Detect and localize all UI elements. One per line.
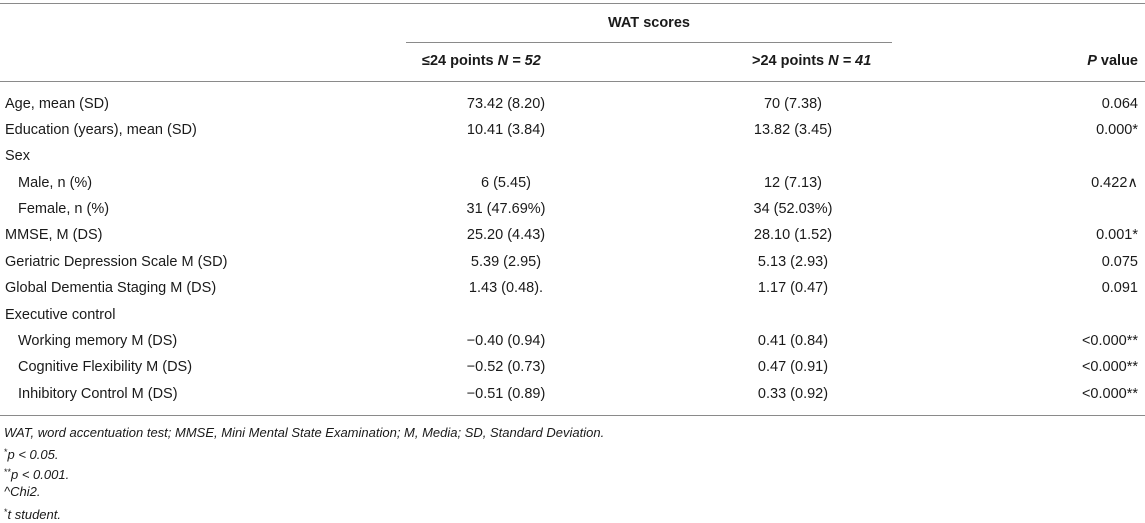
row-value-high-wat: 5.13 (2.93) xyxy=(757,254,829,270)
row-value-low-wat: 10.41 (3.84) xyxy=(466,122,546,138)
row-value-high-wat: 28.10 (1.52) xyxy=(753,227,833,243)
column-header-p-rest: value xyxy=(1096,53,1138,69)
footnote-abbreviations: WAT, word accentuation test; MMSE, Mini … xyxy=(4,425,605,440)
header-bottom-rule xyxy=(0,81,1145,82)
row-p-value: 0.075 xyxy=(1101,254,1138,270)
row-value-low-wat: −0.51 (0.89) xyxy=(466,386,546,402)
row-label: Cognitive Flexibility M (DS) xyxy=(18,359,193,375)
row-value-high-wat: 13.82 (3.45) xyxy=(753,122,833,138)
row-value-low-wat: −0.40 (0.94) xyxy=(466,333,546,349)
footnote-t-student: *t student. xyxy=(4,504,61,523)
row-p-value: <0.000** xyxy=(1081,386,1138,402)
row-label: Inhibitory Control M (DS) xyxy=(18,386,178,402)
row-value-low-wat: 1.43 (0.48). xyxy=(468,280,544,296)
row-value-high-wat: 34 (52.03%) xyxy=(753,201,833,217)
row-p-value: 0.064 xyxy=(1101,96,1138,112)
row-label: Working memory M (DS) xyxy=(18,333,178,349)
row-label: Education (years), mean (SD) xyxy=(5,122,197,138)
column-header-high-wat-n: N = 41 xyxy=(828,53,872,69)
row-p-value: 0.422∧ xyxy=(1091,175,1138,191)
footnote-text: t student. xyxy=(7,507,61,522)
footnote-significance-1: *p < 0.05. xyxy=(4,444,58,463)
column-header-p-italic: P xyxy=(1087,53,1097,69)
footnote-mark: ** xyxy=(4,467,12,477)
footnote-chi2: ^Chi2. xyxy=(4,484,41,499)
row-p-value: <0.000** xyxy=(1081,333,1138,349)
row-value-low-wat: −0.52 (0.73) xyxy=(466,359,546,375)
column-header-low-wat: ≤24 points N = 52 xyxy=(422,52,541,70)
table-top-rule xyxy=(0,3,1145,4)
group-header-rule xyxy=(406,42,892,43)
row-label: Executive control xyxy=(5,307,116,323)
column-header-low-wat-n: N = 52 xyxy=(497,53,541,69)
row-value-high-wat: 1.17 (0.47) xyxy=(757,280,829,296)
row-value-low-wat: 31 (47.69%) xyxy=(466,201,546,217)
row-p-value: 0.001* xyxy=(1096,227,1138,243)
row-label: Sex xyxy=(5,148,30,164)
row-label: Global Dementia Staging M (DS) xyxy=(5,280,217,296)
table-bottom-rule xyxy=(0,415,1145,416)
row-value-high-wat: 12 (7.13) xyxy=(763,175,823,191)
footnote-text: p < 0.05. xyxy=(7,447,59,462)
row-label: Age, mean (SD) xyxy=(5,96,109,112)
row-label: Geriatric Depression Scale M (SD) xyxy=(5,254,228,270)
row-value-low-wat: 5.39 (2.95) xyxy=(470,254,542,270)
footnote-significance-2: **p < 0.001. xyxy=(4,464,69,483)
column-header-high-wat: >24 points N = 41 xyxy=(752,52,871,70)
row-label: MMSE, M (DS) xyxy=(5,227,103,243)
row-label: Male, n (%) xyxy=(18,175,93,191)
row-value-low-wat: 25.20 (4.43) xyxy=(466,227,546,243)
column-header-high-wat-label: >24 points xyxy=(752,53,829,69)
row-label: Female, n (%) xyxy=(18,201,110,217)
column-header-low-wat-label: ≤24 points xyxy=(422,53,498,69)
row-p-value: 0.000* xyxy=(1096,122,1138,138)
row-value-high-wat: 0.47 (0.91) xyxy=(757,359,829,375)
column-header-p-value: P value xyxy=(1087,52,1138,70)
row-value-high-wat: 70 (7.38) xyxy=(763,96,823,112)
row-value-high-wat: 0.33 (0.92) xyxy=(757,386,829,402)
row-p-value: 0.091 xyxy=(1101,280,1138,296)
group-header-wat-scores: WAT scores xyxy=(608,15,690,31)
footnote-mark: * xyxy=(4,447,8,457)
row-value-high-wat: 0.41 (0.84) xyxy=(757,333,829,349)
footnote-mark: * xyxy=(4,507,8,517)
row-p-value: <0.000** xyxy=(1081,359,1138,375)
footnote-text: p < 0.001. xyxy=(11,467,70,482)
row-value-low-wat: 6 (5.45) xyxy=(481,175,531,191)
row-value-low-wat: 73.42 (8.20) xyxy=(466,96,546,112)
